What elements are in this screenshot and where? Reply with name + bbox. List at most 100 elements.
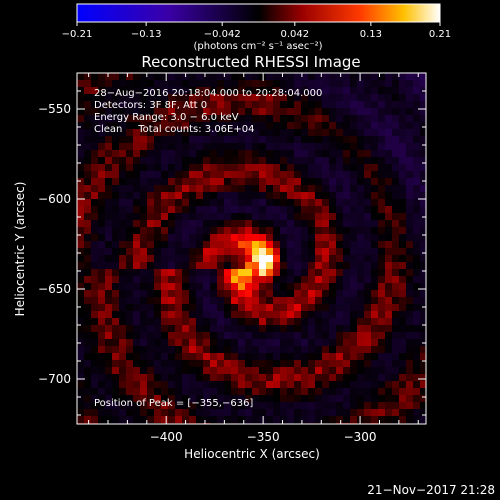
heatmap-cell [196,185,203,192]
heatmap-cell [161,220,168,227]
heatmap-cell [301,325,308,332]
heatmap-cell [245,318,252,325]
heatmap-cell [266,80,273,87]
heatmap-cell [217,402,224,409]
heatmap-cell [189,367,196,374]
heatmap-cell [357,346,364,353]
heatmap-cell [147,409,154,416]
heatmap-cell [371,360,378,367]
heatmap-cell [91,346,98,353]
heatmap-cell [147,87,154,94]
heatmap-cell [217,192,224,199]
heatmap-cell [161,199,168,206]
heatmap-cell [315,178,322,185]
heatmap-cell [168,304,175,311]
heatmap-cell [112,409,119,416]
heatmap-cell [196,87,203,94]
heatmap-cell [189,395,196,402]
heatmap-cell [238,297,245,304]
heatmap-cell [147,150,154,157]
heatmap-cell [224,276,231,283]
heatmap-cell [203,164,210,171]
heatmap-cell [175,129,182,136]
heatmap-cell [364,339,371,346]
heatmap-cell [231,220,238,227]
heatmap-cell [224,87,231,94]
heatmap-cell [112,283,119,290]
heatmap-cell [140,360,147,367]
heatmap-cell [322,360,329,367]
heatmap-cell [182,255,189,262]
heatmap-cell [168,325,175,332]
heatmap-cell [371,367,378,374]
heatmap-cell [224,157,231,164]
heatmap-cell [266,332,273,339]
heatmap-cell [91,276,98,283]
heatmap-cell [140,143,147,150]
heatmap-cell [231,409,238,416]
heatmap-cell [217,157,224,164]
heatmap-cell [147,283,154,290]
heatmap-cell [126,73,133,80]
heatmap-cell [196,367,203,374]
heatmap-cell [413,262,420,269]
heatmap-cell [385,339,392,346]
heatmap-cell [224,374,231,381]
heatmap-cell [119,290,126,297]
heatmap-cell [315,192,322,199]
heatmap-cell [420,388,426,395]
heatmap-cell [189,143,196,150]
heatmap-cell [399,304,406,311]
heatmap-cell [140,150,147,157]
heatmap-cell [406,87,413,94]
heatmap-cell [77,234,84,241]
heatmap-cell [140,325,147,332]
heatmap-cell [259,325,266,332]
heatmap-cell [252,115,259,122]
heatmap-cell [371,199,378,206]
heatmap-cell [245,409,252,416]
heatmap-cell [266,395,273,402]
heatmap-cell [245,367,252,374]
heatmap-cell [420,409,426,416]
heatmap-cell [224,311,231,318]
heatmap-cell [196,234,203,241]
heatmap-cell [238,129,245,136]
heatmap-cell [357,311,364,318]
heatmap-cell [406,101,413,108]
heatmap-cell [105,234,112,241]
heatmap-cell [371,94,378,101]
heatmap-cell [196,402,203,409]
heatmap-cell [238,318,245,325]
heatmap-cell [105,178,112,185]
heatmap-cell [329,297,336,304]
heatmap-cell [280,150,287,157]
heatmap-cell [147,388,154,395]
heatmap-cell [287,248,294,255]
heatmap-cell [210,80,217,87]
heatmap-cell [182,143,189,150]
heatmap-cell [252,304,259,311]
heatmap-cell [210,402,217,409]
heatmap-cell [378,80,385,87]
heatmap-cell [329,129,336,136]
heatmap-cell [336,388,343,395]
heatmap-cell [406,304,413,311]
heatmap-cell [343,101,350,108]
heatmap-cell [196,213,203,220]
heatmap-cell [119,178,126,185]
heatmap-cell [413,325,420,332]
heatmap-cell [413,73,420,80]
heatmap-cell [378,101,385,108]
heatmap-cell [91,143,98,150]
heatmap-cell [273,409,280,416]
heatmap-cell [273,318,280,325]
heatmap-cell [294,143,301,150]
heatmap-cell [84,206,91,213]
heatmap-cell [308,290,315,297]
heatmap-cell [357,136,364,143]
heatmap-cell [266,157,273,164]
heatmap-cell [280,262,287,269]
heatmap-cell [280,136,287,143]
heatmap-cell [245,325,252,332]
